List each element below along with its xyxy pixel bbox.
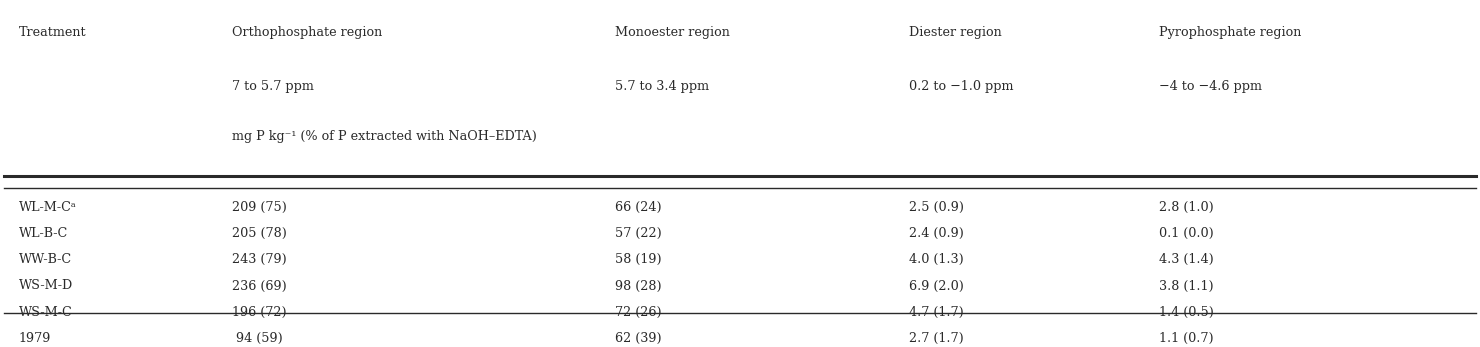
Text: 2.5 (0.9): 2.5 (0.9) xyxy=(909,201,965,214)
Text: 62 (39): 62 (39) xyxy=(614,332,662,345)
Text: WL-M-Cᵃ: WL-M-Cᵃ xyxy=(19,201,77,214)
Text: WW-B-C: WW-B-C xyxy=(19,253,73,266)
Text: 3.8 (1.1): 3.8 (1.1) xyxy=(1159,279,1214,293)
Text: Treatment: Treatment xyxy=(19,26,86,39)
Text: 98 (28): 98 (28) xyxy=(614,279,662,293)
Text: 4.7 (1.7): 4.7 (1.7) xyxy=(909,306,963,319)
Text: 2.7 (1.7): 2.7 (1.7) xyxy=(909,332,963,345)
Text: 0.1 (0.0): 0.1 (0.0) xyxy=(1159,227,1214,240)
Text: 205 (78): 205 (78) xyxy=(232,227,287,240)
Text: 66 (24): 66 (24) xyxy=(614,201,662,214)
Text: 94 (59): 94 (59) xyxy=(232,332,283,345)
Text: 196 (72): 196 (72) xyxy=(232,306,287,319)
Text: 0.2 to −1.0 ppm: 0.2 to −1.0 ppm xyxy=(909,80,1014,93)
Text: 2.4 (0.9): 2.4 (0.9) xyxy=(909,227,963,240)
Text: WS-M-D: WS-M-D xyxy=(19,279,73,293)
Text: 6.9 (2.0): 6.9 (2.0) xyxy=(909,279,963,293)
Text: 57 (22): 57 (22) xyxy=(614,227,662,240)
Text: 1.1 (0.7): 1.1 (0.7) xyxy=(1159,332,1214,345)
Text: Pyrophosphate region: Pyrophosphate region xyxy=(1159,26,1302,39)
Text: mg P kg⁻¹ (% of P extracted with NaOH–EDTA): mg P kg⁻¹ (% of P extracted with NaOH–ED… xyxy=(232,130,537,143)
Text: 1.4 (0.5): 1.4 (0.5) xyxy=(1159,306,1214,319)
Text: Diester region: Diester region xyxy=(909,26,1002,39)
Text: 4.0 (1.3): 4.0 (1.3) xyxy=(909,253,963,266)
Text: 5.7 to 3.4 ppm: 5.7 to 3.4 ppm xyxy=(614,80,709,93)
Text: 209 (75): 209 (75) xyxy=(232,201,287,214)
Text: Orthophosphate region: Orthophosphate region xyxy=(232,26,382,39)
Text: 72 (26): 72 (26) xyxy=(614,306,662,319)
Text: Monoester region: Monoester region xyxy=(614,26,730,39)
Text: 243 (79): 243 (79) xyxy=(232,253,287,266)
Text: 7 to 5.7 ppm: 7 to 5.7 ppm xyxy=(232,80,314,93)
Text: WL-B-C: WL-B-C xyxy=(19,227,68,240)
Text: −4 to −4.6 ppm: −4 to −4.6 ppm xyxy=(1159,80,1262,93)
Text: 58 (19): 58 (19) xyxy=(614,253,662,266)
Text: 2.8 (1.0): 2.8 (1.0) xyxy=(1159,201,1214,214)
Text: 1979: 1979 xyxy=(19,332,52,345)
Text: 4.3 (1.4): 4.3 (1.4) xyxy=(1159,253,1214,266)
Text: 236 (69): 236 (69) xyxy=(232,279,287,293)
Text: WS-M-C: WS-M-C xyxy=(19,306,73,319)
